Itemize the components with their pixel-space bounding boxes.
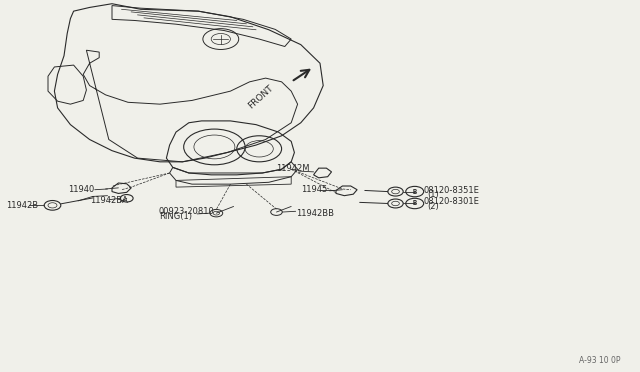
Text: 08120-8351E: 08120-8351E	[424, 186, 479, 195]
Text: 11945: 11945	[301, 185, 327, 194]
Text: 11942BB: 11942BB	[296, 209, 333, 218]
Text: 00923-20810: 00923-20810	[159, 207, 214, 216]
Text: 11942M: 11942M	[276, 164, 310, 173]
Text: B: B	[413, 189, 417, 195]
Text: B: B	[413, 201, 417, 206]
Text: (1): (1)	[428, 190, 439, 199]
Text: RING(1): RING(1)	[159, 212, 192, 221]
Text: 11942B: 11942B	[6, 201, 38, 210]
Text: 11940: 11940	[68, 185, 95, 194]
Text: (2): (2)	[428, 202, 439, 211]
Text: FRONT: FRONT	[246, 84, 275, 111]
Text: A-93 10 0P: A-93 10 0P	[579, 356, 621, 365]
Text: 11942BA: 11942BA	[90, 196, 127, 205]
Text: 08120-8301E: 08120-8301E	[424, 198, 479, 206]
